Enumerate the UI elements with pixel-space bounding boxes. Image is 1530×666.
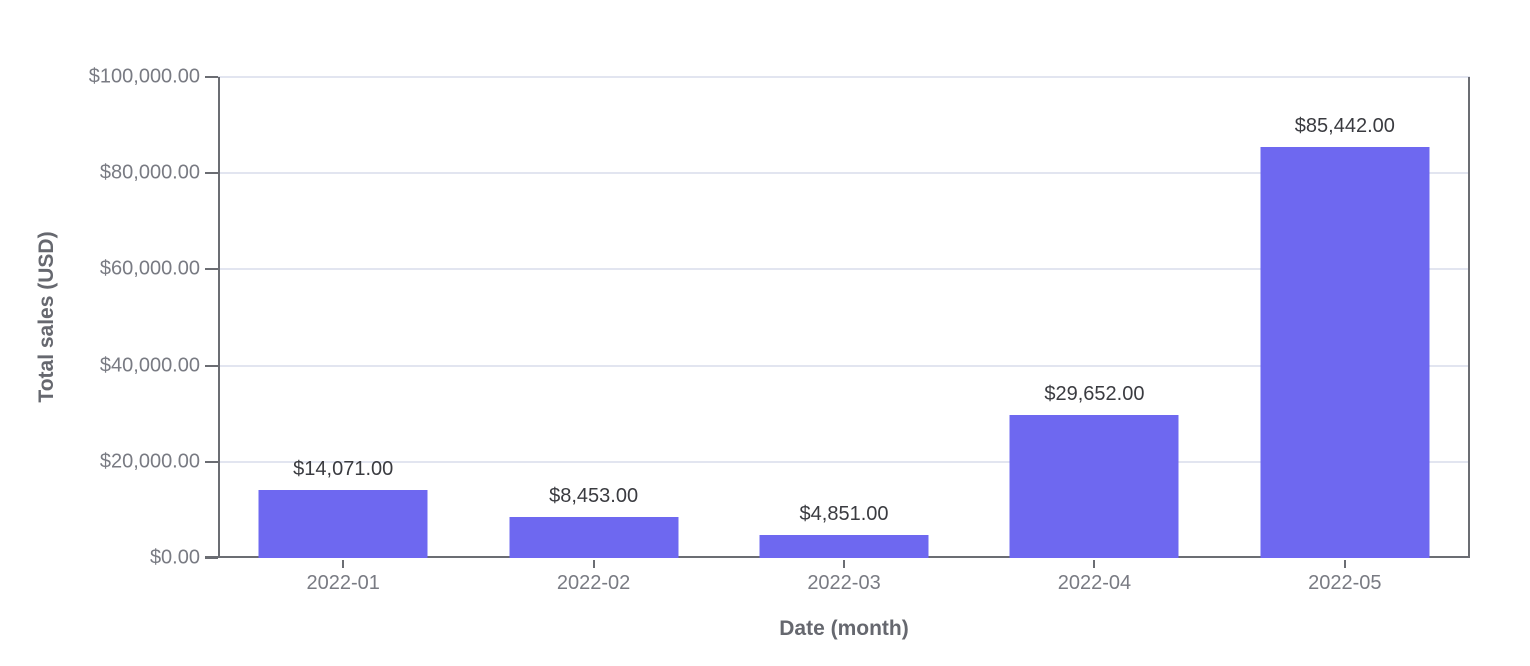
y-tick-label: $100,000.00 (88, 65, 200, 88)
x-tick-mark (342, 560, 345, 568)
bar-slot: $85,442.00 (1220, 77, 1470, 568)
x-tick-mark (1093, 560, 1096, 568)
x-tick-label: 2022-01 (306, 572, 380, 594)
bar-value-label: $85,442.00 (1294, 115, 1395, 138)
y-tick-layer: $0.00 $20,000.00 $40,000.00 $60,000.00 $80,0… (89, 66, 1470, 569)
bar-value-label: $29,652.00 (1044, 383, 1145, 406)
bar (759, 534, 929, 558)
x-tick-labels-row: 2022-01 2022-02 2022-03 2022-04 2022-05 (218, 572, 1470, 595)
y-tick-label: $40,000.00 (99, 354, 200, 377)
gridline (218, 364, 1470, 367)
y-axis-line (218, 77, 220, 558)
gridline (218, 172, 1470, 175)
y-axis-title: Total sales (USD) (35, 231, 58, 403)
y-tick-label: $0.00 (149, 546, 200, 569)
y-tick-mark (205, 364, 218, 367)
grid-layer (218, 76, 1470, 558)
bar-slot: $4,851.00 (719, 77, 969, 568)
y-tick-mark (205, 76, 218, 78)
x-tick-mark (843, 560, 846, 568)
y-tick-label: $80,000.00 (99, 161, 200, 184)
gridline (218, 268, 1470, 271)
bar (1009, 415, 1179, 558)
y-tick-mark (205, 268, 218, 271)
bar-value-label: $14,071.00 (293, 458, 394, 481)
bar-value-label: $8,453.00 (549, 485, 639, 508)
y-tick-mark (205, 172, 218, 175)
bar-slot: $14,071.00 (218, 77, 468, 568)
x-tick-mark (1343, 560, 1346, 568)
bar (1260, 147, 1430, 558)
x-tick-label: 2022-04 (1057, 572, 1132, 594)
x-tick-label: 2022-05 (1308, 572, 1382, 594)
bar-slot: $29,652.00 (969, 77, 1219, 568)
gridline (218, 76, 1470, 78)
bars-layer: $14,071.00 $8,453.00 $4,851.00 $29,652.00 $8… (218, 77, 1470, 568)
bar (509, 517, 679, 558)
bar-slot: $8,453.00 (468, 77, 718, 568)
x-tick-label: 2022-03 (807, 572, 881, 594)
plot-right-border (1468, 77, 1470, 558)
gridline (218, 460, 1470, 463)
x-tick-mark (592, 560, 595, 568)
plot-area: $14,071.00 $8,453.00 $4,851.00 $29,652.00 $8… (89, 66, 1470, 569)
bar-value-label: $4,851.00 (799, 502, 889, 525)
y-tick-mark (205, 460, 218, 463)
bar (258, 490, 428, 558)
x-axis-title: Date (month) (779, 617, 909, 640)
x-tick-label: 2022-02 (556, 572, 631, 594)
y-tick-mark (205, 557, 218, 559)
y-tick-label: $60,000.00 (99, 257, 200, 280)
y-tick-label: $20,000.00 (99, 450, 200, 473)
